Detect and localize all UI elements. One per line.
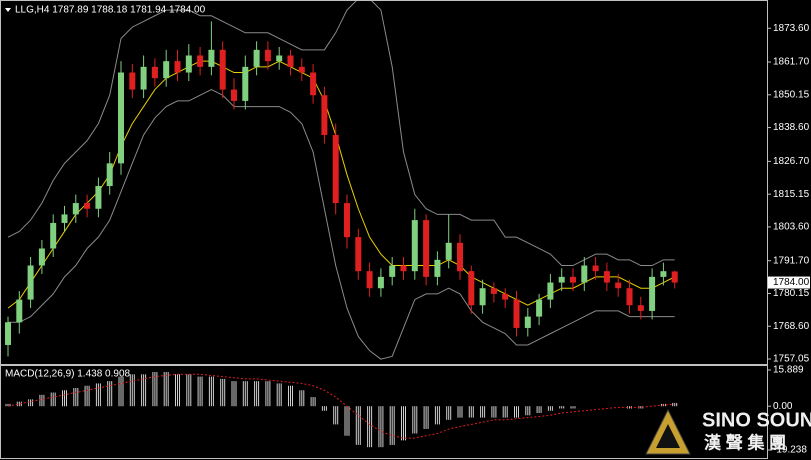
candle-body	[626, 288, 633, 306]
candle-body	[344, 203, 350, 238]
candle-body	[197, 55, 204, 67]
candle-body	[16, 299, 23, 323]
signal-line	[7, 373, 675, 439]
candle-body	[95, 186, 102, 209]
current-price-label: 1784.00	[773, 277, 810, 288]
candle-body	[355, 237, 362, 272]
candle-body	[253, 49, 260, 67]
candle-body	[581, 265, 588, 283]
candle-body	[287, 55, 294, 67]
candle-body	[570, 276, 576, 283]
candle-body	[615, 282, 622, 289]
candle-body	[490, 288, 497, 294]
y-tick-label: 1861.70	[773, 57, 810, 68]
candle-body	[310, 72, 317, 96]
candle-body	[457, 242, 463, 272]
candle-body	[536, 299, 543, 317]
candle-body	[558, 276, 565, 283]
candle-body	[106, 163, 113, 187]
candle-body	[332, 134, 339, 204]
candle-body	[434, 259, 441, 277]
candle-body	[84, 203, 91, 209]
candle-body	[411, 220, 418, 272]
candle-body	[219, 49, 226, 90]
brand-chinese: 漢 聲 集 團	[704, 432, 786, 452]
y-tick-label: 1803.60	[773, 222, 810, 233]
y-tick-label: 1780.15	[773, 288, 810, 299]
y-tick-label: 0.00	[773, 401, 793, 412]
y-tick-label: 1838.60	[773, 122, 810, 133]
candle-body	[502, 293, 509, 300]
y-tick-label: 1757.05	[773, 354, 810, 365]
candle-body	[242, 66, 249, 101]
candle-body	[389, 265, 396, 277]
candle-body	[231, 89, 237, 101]
candle-body	[298, 66, 305, 73]
brand: SINO SOUND	[702, 409, 811, 431]
candle-body	[524, 316, 531, 328]
candle-body	[276, 55, 283, 62]
candle-body	[660, 271, 667, 277]
candle-body	[479, 288, 486, 306]
y-tick-label: 1873.60	[773, 23, 810, 34]
candle-body	[547, 282, 554, 300]
y-tick-label: 1815.15	[773, 189, 810, 200]
candle-body	[185, 55, 192, 73]
candle-body	[27, 265, 34, 300]
candle-body	[72, 203, 79, 215]
y-tick-label: 1826.70	[773, 156, 810, 167]
candle-body	[366, 271, 373, 289]
candle-body	[38, 248, 45, 266]
candle-body	[174, 61, 181, 73]
candle-body	[163, 61, 170, 79]
candle-body	[321, 95, 328, 135]
candle-body	[513, 299, 520, 328]
upper-line	[7, 1, 675, 267]
y-tick-label: -19.238	[773, 445, 807, 456]
candle-body	[603, 271, 610, 283]
candle-body	[445, 242, 452, 260]
candle-body	[671, 271, 678, 283]
current-price-box	[768, 276, 810, 289]
y-tick-label: 15.889	[773, 365, 804, 376]
candle-body	[208, 49, 215, 67]
lower-line	[8, 88, 675, 360]
candle-body	[5, 322, 11, 345]
candle-body	[649, 276, 656, 311]
macd-frame	[0, 365, 768, 459]
chart-title: LLG,H4 1787.89 1788.18 1781.94 1784.00	[15, 5, 206, 16]
candle-body	[129, 72, 136, 90]
logo-inner	[656, 424, 680, 448]
candle-body	[592, 265, 599, 272]
macd-title: MACD(12,26,9) 1.438 0.908	[5, 369, 131, 380]
main-frame	[0, 0, 768, 365]
candle-body	[151, 66, 158, 79]
candle-body	[140, 66, 147, 90]
candle-body	[377, 276, 384, 289]
candle-body	[118, 72, 124, 164]
y-tick-label: 1768.60	[773, 321, 810, 332]
candle-body	[264, 49, 271, 62]
candle-body	[637, 305, 644, 311]
candle-body	[61, 214, 68, 223]
candle-body	[50, 222, 57, 249]
watermark: SINO SOUND 漢 聲 集 團	[645, 408, 811, 455]
candle-body	[423, 220, 430, 277]
y-tick-label: 1850.15	[773, 89, 810, 100]
candle-body	[468, 271, 475, 306]
y-tick-label: 1791.70	[773, 255, 810, 266]
menu-arrow	[5, 8, 11, 12]
candle-body	[400, 265, 407, 272]
